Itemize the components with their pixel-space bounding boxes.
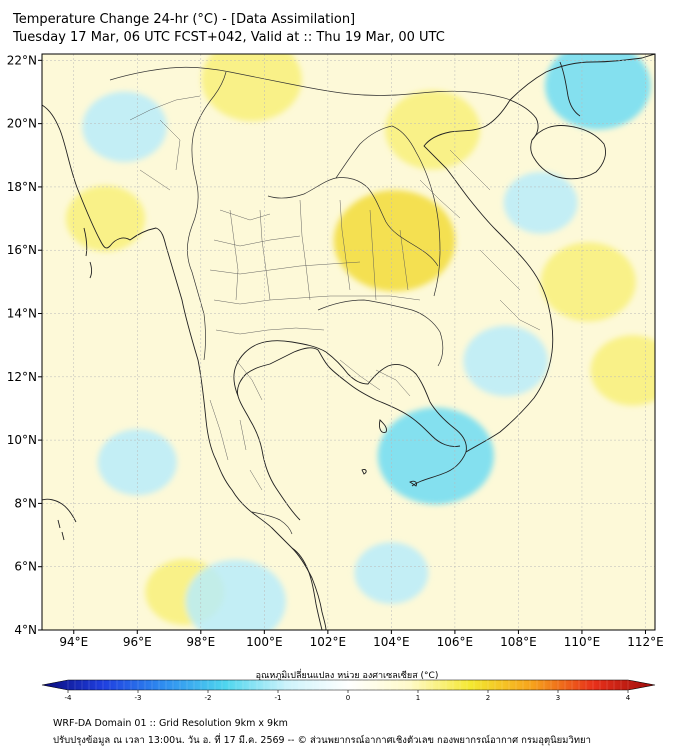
- longitude-labels: 94°E 96°E 98°E 100°E 102°E 104°E 106°E 108°E 110…: [59, 630, 664, 649]
- warm-anomaly-3: [540, 242, 636, 322]
- gridlines: [42, 54, 655, 630]
- lat-label: 20°N: [7, 117, 37, 131]
- map-frame: [41, 53, 656, 631]
- latitude-labels: 22°N 20°N 18°N 16°N 14°N 12°N 10°N 8°N 6°N 4°N: [7, 53, 42, 637]
- warm-anomaly-4: [590, 335, 655, 406]
- colorbar-tick-label: 3: [556, 694, 560, 702]
- country-borders: [109, 66, 511, 535]
- province-borders: [129, 95, 541, 491]
- lat-label: 14°N: [7, 307, 37, 321]
- lon-label: 98°E: [186, 635, 215, 649]
- border-china-north: [109, 66, 511, 101]
- footer-model-info: WRF-DA Domain 01 :: Grid Resolution 9km …: [53, 718, 288, 729]
- colorbar-tick-label: 1: [416, 694, 420, 702]
- footer-credit: ปรับปรุงข้อมูล ณ เวลา 13:00น. วัน อ. ที่…: [53, 735, 591, 746]
- lon-label: 100°E: [246, 635, 283, 649]
- sumatra-coast: [42, 498, 77, 523]
- colorbar-tick-label: -2: [205, 694, 212, 702]
- lon-label: 102°E: [310, 635, 347, 649]
- lon-label: 110°E: [564, 635, 601, 649]
- leizhou-peninsula: [559, 61, 581, 117]
- colorbar-tick-label: 0: [346, 694, 350, 702]
- lat-label: 6°N: [14, 560, 37, 574]
- tonkin-coast: [509, 99, 539, 141]
- colorbar-tick-label: -1: [275, 694, 282, 702]
- warm-anomaly-0: [333, 190, 456, 292]
- temperature-field: [65, 54, 655, 630]
- lat-label: 18°N: [7, 180, 37, 194]
- malay-east-coast: [291, 547, 323, 630]
- lon-label: 108°E: [500, 635, 537, 649]
- lon-label: 94°E: [59, 635, 88, 649]
- colorbar-label: อุณหภูมิเปลี่ยนแปลง หน่วย องศาเซลเซียส (…: [256, 668, 439, 681]
- border-myanmar-thailand: [187, 179, 206, 361]
- andaman-islands: [57, 227, 92, 541]
- chart-title: Temperature Change 24-hr (°C) - [Data As…: [13, 12, 356, 27]
- cool-anomaly-9: [82, 91, 167, 162]
- colorbar-tick-label: 4: [626, 694, 631, 702]
- lat-label: 4°N: [14, 623, 37, 637]
- border-myanmar-china: [191, 71, 227, 181]
- border-cambodia: [317, 299, 444, 367]
- border-thailand-laos: [267, 177, 439, 267]
- colorbar-tick-label: 2: [486, 694, 490, 702]
- chart-subtitle: Tuesday 17 Mar, 06 UTC FCST+042, Valid a…: [13, 30, 445, 45]
- lat-label: 8°N: [14, 496, 37, 510]
- colorbar-tick-label: -4: [65, 694, 73, 702]
- gulf-islands: [361, 419, 417, 487]
- cool-anomaly-8: [545, 54, 651, 130]
- lat-label: 10°N: [7, 433, 37, 447]
- cool-anomaly-12: [503, 171, 578, 234]
- coastline-vietnam-east: [423, 54, 655, 453]
- coastline-east-peninsula: [237, 347, 461, 521]
- colorbar-body: [41, 679, 656, 691]
- warm-anomaly-5: [65, 185, 146, 252]
- warm-anomaly-2: [385, 90, 481, 170]
- colorbar: -4 -3 -2 -1 0 1 2 3 4: [41, 679, 656, 702]
- border-thailand-malaysia: [251, 511, 293, 535]
- lon-label: 104°E: [373, 635, 410, 649]
- cool-anomaly-7: [377, 407, 494, 505]
- lat-label: 22°N: [7, 53, 37, 67]
- hainan-island: [530, 125, 607, 180]
- warm-anomaly-1: [201, 54, 302, 122]
- cool-anomaly-14: [354, 542, 429, 604]
- lon-label: 106°E: [437, 635, 474, 649]
- coastline-cambodia-vietnam: [325, 351, 467, 487]
- lon-label: 112°E: [627, 635, 664, 649]
- coastlines-and-borders: [42, 54, 655, 630]
- lat-label: 12°N: [7, 370, 37, 384]
- lat-label: 16°N: [7, 243, 37, 257]
- coastline-gulf-north: [233, 340, 327, 397]
- cool-anomaly-10: [185, 559, 286, 630]
- colorbar-tick-label: -3: [135, 694, 142, 702]
- cool-anomaly-11: [463, 325, 548, 397]
- colorbar-ticks: -4 -3 -2 -1 0 1 2 3 4: [65, 690, 631, 702]
- lon-label: 96°E: [123, 635, 152, 649]
